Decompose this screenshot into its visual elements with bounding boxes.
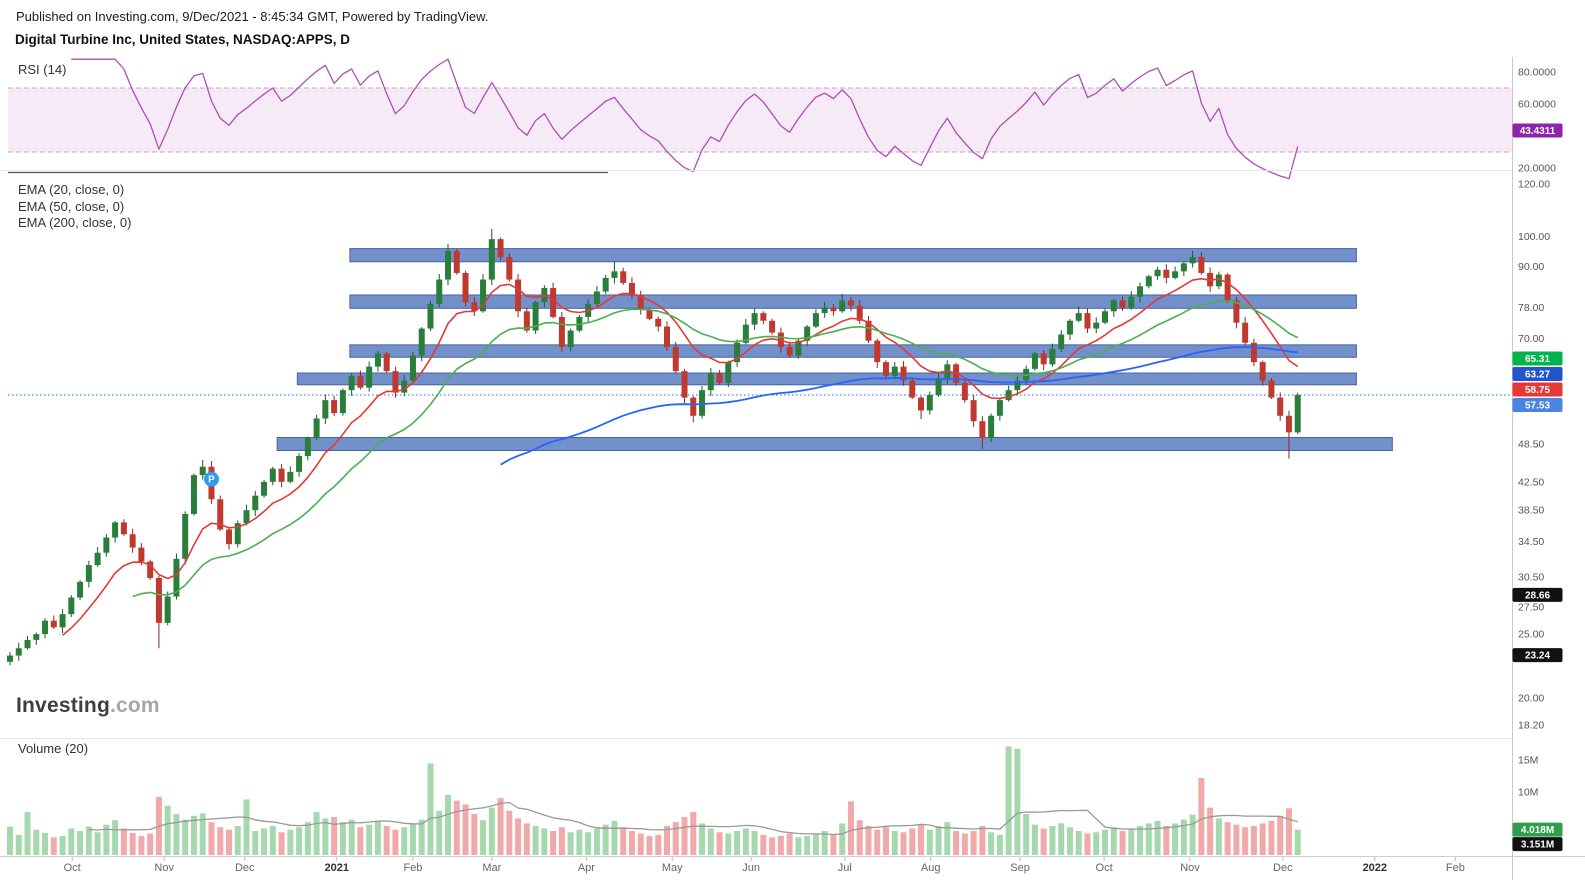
svg-text:23.24: 23.24 (1525, 651, 1550, 662)
time-axis-label: Aug (921, 862, 941, 874)
axis-price-badge: 63.27 (1512, 367, 1563, 382)
candles (7, 229, 1301, 666)
axis-tick-label: 10M (1518, 786, 1538, 798)
time-axis-label: Oct (64, 862, 81, 874)
time-axis-label: Jul (838, 862, 852, 874)
volume-indicator-label: Volume (20) (18, 741, 89, 756)
time-axis-label: Feb (1446, 862, 1465, 874)
axis-price-badge: 58.75 (1512, 382, 1563, 397)
axis-tick-label: 70.00 (1518, 333, 1544, 345)
volume-pane (7, 746, 1301, 855)
axis-tick-label: 20.00 (1518, 693, 1544, 705)
time-axis-label: 2021 (325, 862, 349, 874)
ema50-indicator-label: EMA (50, close, 0) (18, 199, 125, 214)
p-marker-icon[interactable]: P (203, 471, 219, 487)
axis-price-badge: 28.66 (1512, 587, 1563, 602)
resistance-band[interactable] (276, 437, 1393, 452)
ema200-line (500, 346, 1298, 466)
rsi-line (71, 58, 1299, 180)
ema20-line (62, 278, 1299, 636)
axis-tick-label: 78.00 (1518, 302, 1544, 314)
axis-price-badge: 23.24 (1512, 648, 1563, 663)
svg-text:43.4311: 43.4311 (1520, 126, 1556, 137)
axis-tick-label: 25.00 (1518, 629, 1544, 641)
price-axis-background (1512, 0, 1585, 891)
svg-text:28.66: 28.66 (1525, 590, 1550, 601)
axis-tick-label: 34.50 (1518, 536, 1544, 548)
axis-tick-label: 42.50 (1518, 476, 1544, 488)
watermark-text: Investing (16, 694, 110, 717)
ema200-indicator-label: EMA (200, close, 0) (18, 215, 132, 230)
axis-price-badge: 3.151M (1512, 837, 1563, 852)
ema50-line (132, 300, 1299, 598)
time-axis-label: Mar (482, 862, 501, 874)
svg-text:65.31: 65.31 (1525, 354, 1550, 365)
axis-tick-label: 15M (1518, 755, 1538, 767)
rsi-indicator-label: RSI (14) (18, 62, 67, 77)
resistance-band[interactable] (296, 372, 1357, 386)
svg-text:4.018M: 4.018M (1521, 825, 1554, 836)
axis-price-badge: 65.31 (1512, 351, 1563, 366)
rsi-pane (8, 58, 1512, 180)
axis-price-badge: 57.53 (1512, 398, 1563, 413)
time-axis-label: Dec (1273, 862, 1293, 874)
time-axis-label: Sep (1010, 862, 1030, 874)
ema20-indicator-label: EMA (20, close, 0) (18, 182, 125, 197)
resistance-band[interactable] (349, 344, 1357, 358)
time-axis-label: Oct (1096, 862, 1113, 874)
axis-tick-label: 80.0000 (1518, 67, 1556, 79)
svg-text:58.75: 58.75 (1525, 385, 1550, 396)
time-axis-label: Dec (235, 862, 255, 874)
axis-tick-label: 27.50 (1518, 601, 1544, 613)
time-axis-label: Nov (154, 862, 174, 874)
svg-text:3.151M: 3.151M (1521, 840, 1554, 851)
axis-tick-label: 38.50 (1518, 505, 1544, 517)
time-axis-label: Nov (1180, 862, 1200, 874)
axis-tick-label: 60.0000 (1518, 99, 1556, 111)
svg-text:57.53: 57.53 (1525, 401, 1550, 412)
instrument-title: Digital Turbine Inc, United States, NASD… (15, 32, 351, 47)
volume-ma-line (88, 801, 1298, 836)
axis-tick-label: 48.50 (1518, 438, 1544, 450)
investing-watermark: Investing.com (16, 694, 160, 718)
time-axis-label: May (662, 862, 683, 874)
axis-tick-label: 90.00 (1518, 261, 1544, 273)
time-axis[interactable]: Oct Nov Dec 2021 Feb Mar Apr May Jun Jul Aug Sep Oct… (64, 857, 1465, 874)
axis-price-badge: 4.018M (1512, 822, 1563, 837)
svg-text:P: P (208, 475, 215, 486)
svg-text:63.27: 63.27 (1525, 370, 1550, 381)
axis-tick-label: 30.50 (1518, 572, 1544, 584)
watermark-suffix: .com (109, 694, 160, 717)
price-axis[interactable]: 80.0000 60.0000 20.0000 120.00 100.00 90.00 78… (1512, 67, 1563, 852)
published-info: Published on Investing.com, 9/Dec/2021 -… (16, 9, 489, 24)
time-axis-label: Feb (403, 862, 422, 874)
price-pane: P (7, 229, 1512, 666)
axis-price-badge: 43.4311 (1512, 123, 1563, 138)
time-axis-label: Jun (742, 862, 760, 874)
resistance-band[interactable] (349, 248, 1357, 263)
axis-tick-label: 120.00 (1518, 178, 1550, 190)
axis-tick-label: 18.20 (1518, 720, 1544, 732)
time-axis-label: Apr (578, 862, 595, 874)
axis-tick-label: 100.00 (1518, 231, 1550, 243)
axis-tick-label: 20.0000 (1518, 163, 1556, 175)
time-axis-label: 2022 (1363, 862, 1387, 874)
